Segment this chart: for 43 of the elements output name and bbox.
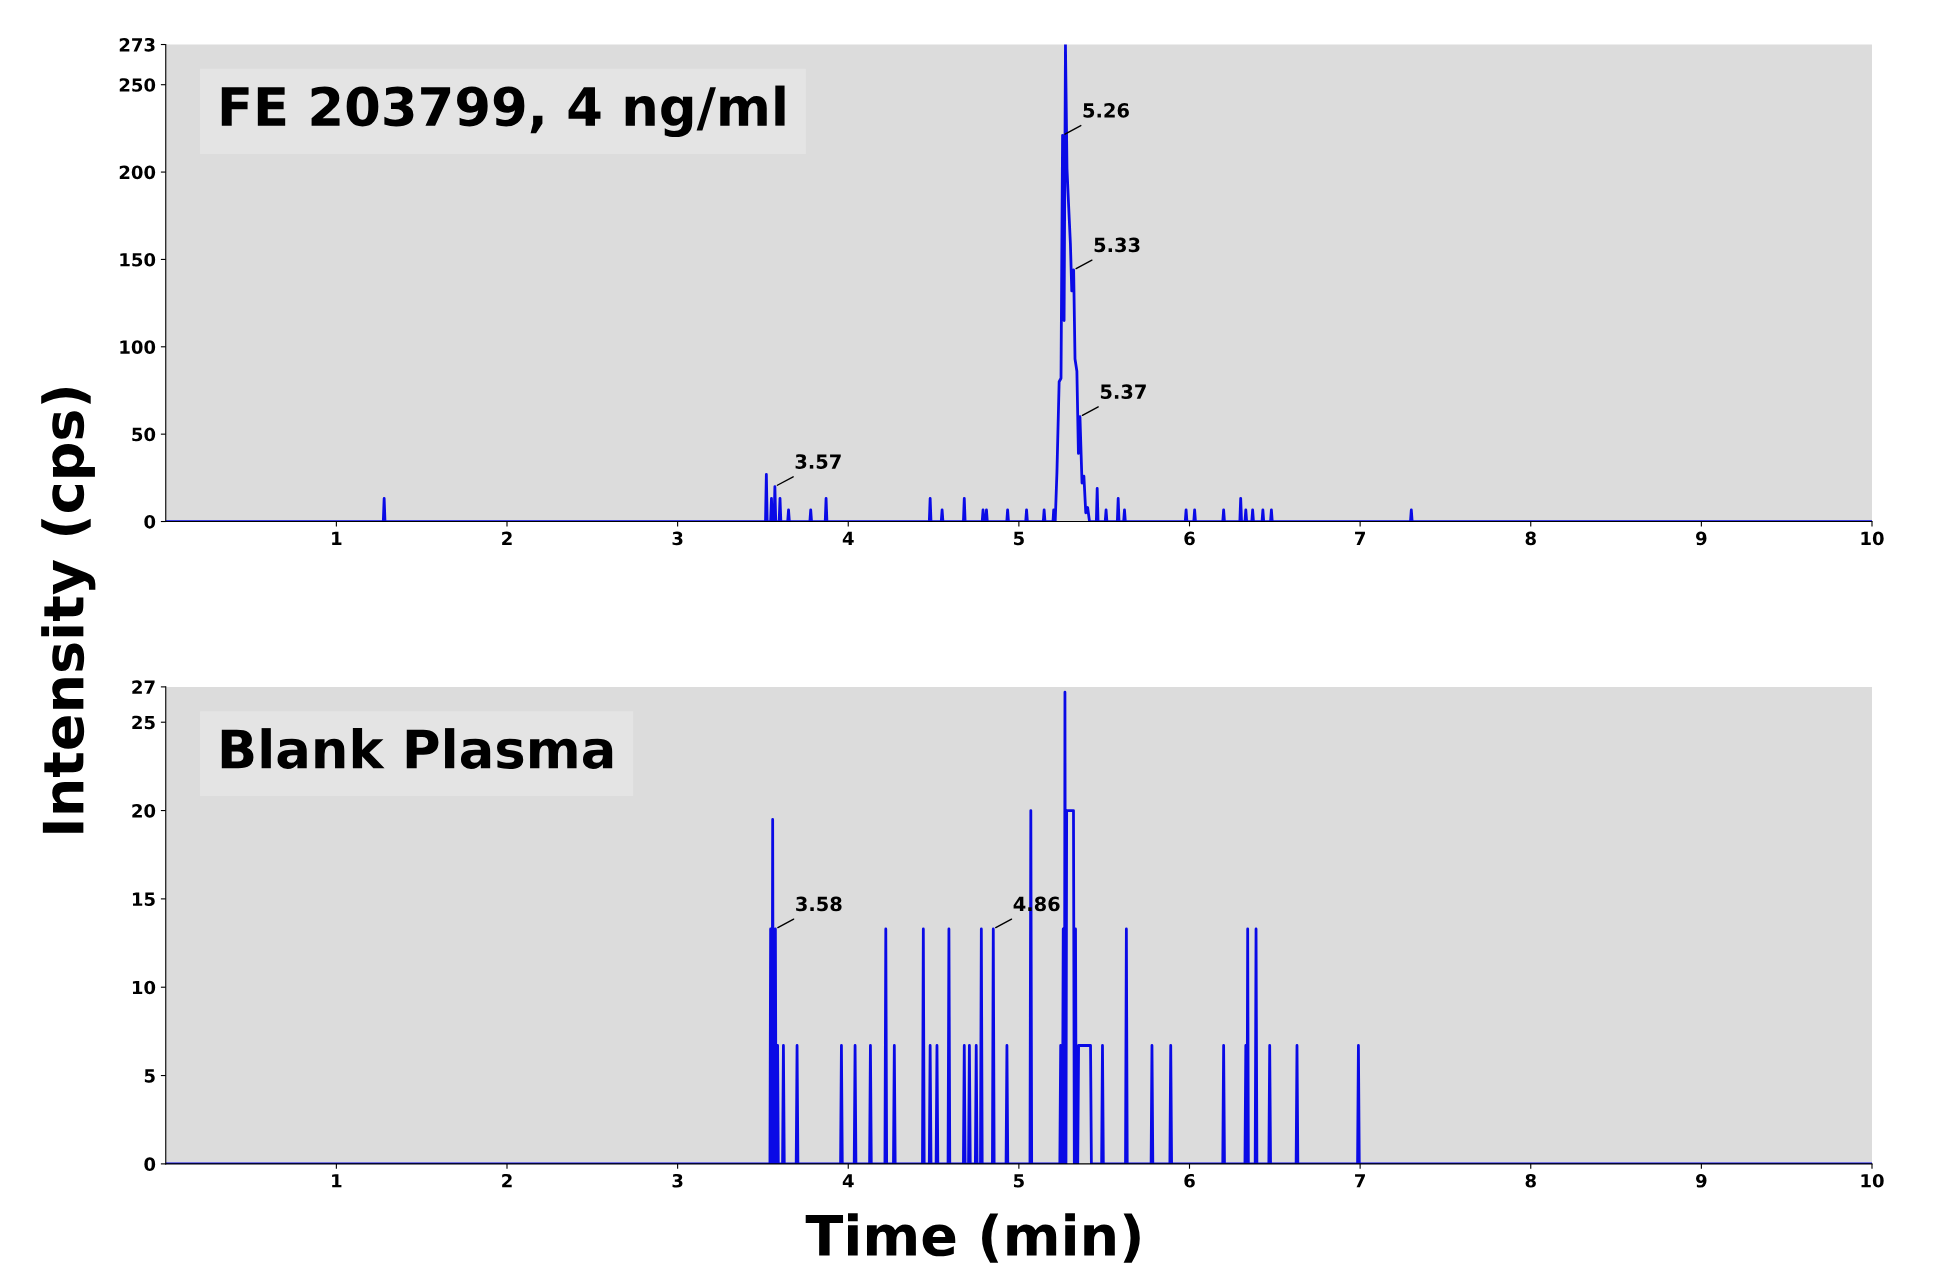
x-tick-label: 1: [332, 531, 342, 545]
x-tick-label: 8: [1525, 1173, 1536, 1188]
x-tick-label: 3: [672, 1173, 683, 1188]
y-tick-label: 0: [144, 514, 156, 529]
y-tick-label: 0: [144, 1157, 156, 1171]
x-tick-label: 5: [1013, 531, 1024, 546]
y-tick-label: 100: [120, 340, 156, 354]
y-tick-label: 20: [132, 804, 156, 818]
y-tick-label: 273: [119, 37, 155, 52]
x-tick-label: 5: [1013, 1174, 1024, 1188]
annotation: 5.37: [1100, 384, 1146, 400]
x-tick-label: 2: [502, 1173, 512, 1188]
x-tick-label: 7: [1355, 531, 1365, 545]
text: Blank Plasma: [221, 728, 613, 769]
x-tick-label: 10: [1861, 531, 1884, 546]
x-axis-title: Time (min): [805, 1213, 1140, 1263]
text: FE 203799, 4 ng/ml: [221, 85, 785, 138]
y-tick-label: 5: [144, 1069, 155, 1083]
y-tick-label: 10: [132, 980, 156, 995]
y-axis-title: Intensity (cps): [41, 387, 96, 833]
annotation: 3.57: [795, 454, 841, 469]
x-tick-label: 8: [1525, 531, 1536, 546]
annotation: 3.58: [796, 896, 842, 912]
y-tick-label: 250: [119, 78, 156, 92]
y-tick-label: 25: [132, 715, 155, 730]
y-tick-label: 27: [132, 680, 155, 694]
x-tick-label: 7: [1355, 1174, 1365, 1188]
x-tick-label: 9: [1696, 1173, 1707, 1188]
y-tick-label: 50: [132, 427, 156, 442]
x-tick-label: 4: [842, 1174, 854, 1188]
annotation: 5.33: [1094, 237, 1140, 253]
x-tick-label: 6: [1184, 531, 1195, 546]
y-tick-label: 150: [120, 252, 156, 267]
x-tick-label: 1: [332, 1174, 342, 1188]
x-tick-label: 4: [842, 531, 854, 545]
x-tick-label: 10: [1861, 1173, 1884, 1188]
y-tick-label: 15: [132, 892, 155, 906]
x-tick-label: 2: [502, 531, 512, 545]
x-tick-label: 3: [672, 531, 683, 546]
y-tick-label: 200: [119, 165, 156, 180]
x-tick-label: 6: [1184, 1173, 1195, 1188]
x-tick-label: 9: [1696, 531, 1707, 546]
annotation: 5.26: [1083, 103, 1129, 118]
